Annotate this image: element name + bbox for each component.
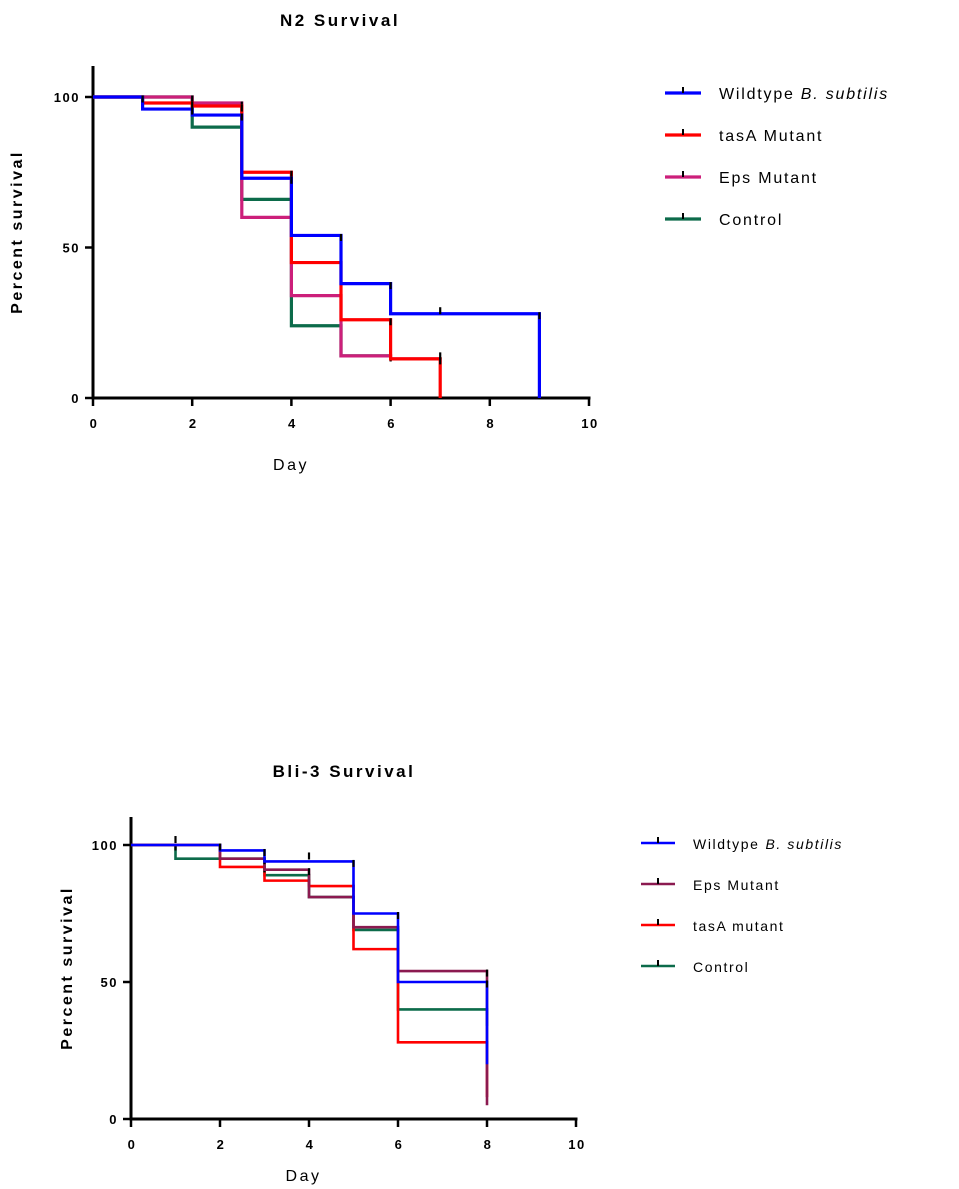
x-tick-label: 10 xyxy=(568,1137,585,1152)
x-tick-label: 2 xyxy=(217,1137,226,1152)
y-tick-label: 0 xyxy=(71,391,80,406)
y-tick-label: 0 xyxy=(109,1112,118,1127)
x-axis-label: Day xyxy=(273,457,309,474)
x-tick-label: 6 xyxy=(387,416,396,431)
x-tick-label: 2 xyxy=(189,416,198,431)
x-tick-label: 4 xyxy=(288,416,297,431)
legend-label-italic: B. subtilis xyxy=(801,86,889,103)
x-tick-label: 8 xyxy=(486,416,495,431)
chart-title: Bli-3 Survival xyxy=(273,762,416,781)
y-tick-label: 50 xyxy=(101,975,118,990)
y-axis-label: Percent survival xyxy=(9,150,26,314)
x-tick-label: 8 xyxy=(484,1137,493,1152)
legend-label: Eps Mutant xyxy=(693,877,780,893)
legend-label-italic: B. subtilis xyxy=(765,836,843,852)
y-tick-label: 100 xyxy=(54,90,80,105)
x-tick-label: 10 xyxy=(581,416,598,431)
legend-label: Wildtype B. subtilis xyxy=(693,836,843,852)
series-line-2 xyxy=(93,95,442,398)
legend-label: Control xyxy=(719,212,783,229)
legend-label: tasA mutant xyxy=(693,918,785,934)
x-tick-label: 0 xyxy=(128,1137,137,1152)
legend-label: Eps Mutant xyxy=(719,170,818,187)
chart-title: N2 Survival xyxy=(280,11,400,30)
series-line-2 xyxy=(131,843,489,1106)
y-axis-label: Percent survival xyxy=(59,886,76,1050)
x-tick-label: 0 xyxy=(90,416,99,431)
x-tick-label: 4 xyxy=(306,1137,315,1152)
y-tick-label: 50 xyxy=(63,241,80,256)
x-tick-label: 6 xyxy=(395,1137,404,1152)
series-line-1 xyxy=(93,95,541,398)
legend-label: Control xyxy=(693,959,749,975)
x-axis-label: Day xyxy=(286,1168,322,1185)
legend-label: tasA Mutant xyxy=(719,128,823,145)
legend-label: Wildtype B. subtilis xyxy=(719,86,889,103)
y-tick-label: 100 xyxy=(92,838,118,853)
